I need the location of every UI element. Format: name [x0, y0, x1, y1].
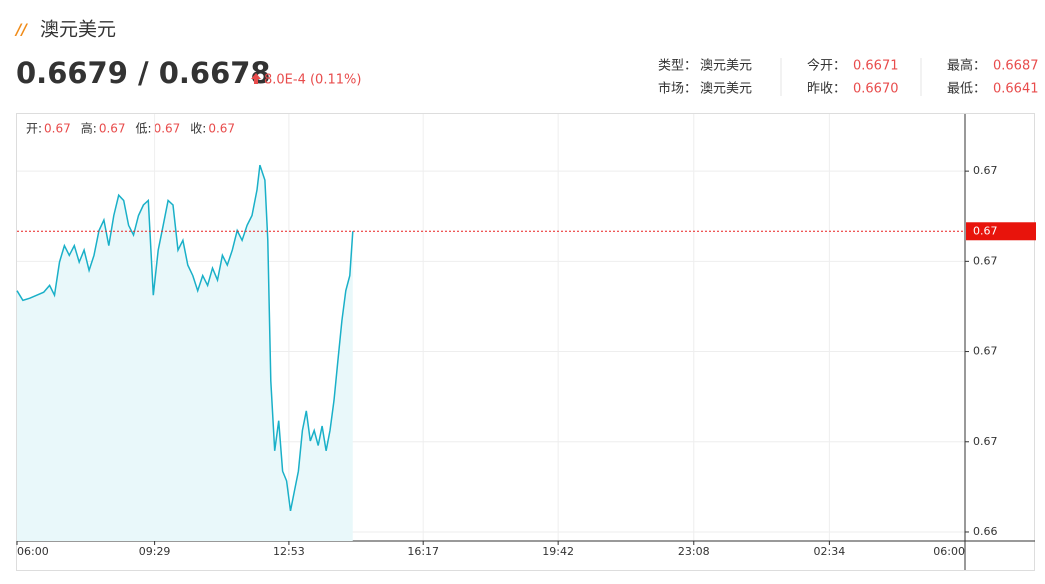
- x-tick-label: 06:00: [17, 545, 49, 558]
- info-value: 澳元美元: [700, 81, 752, 97]
- x-tick-label: 12:53: [273, 545, 305, 558]
- x-tick-label: 16:17: [407, 545, 439, 558]
- area-fill: [17, 165, 353, 541]
- y-tick-label: 0.67: [973, 254, 998, 267]
- y-tick-label: 0.66: [973, 525, 998, 538]
- ohlc-value: 0.67: [208, 122, 235, 136]
- price: 0.6679 / 0.6678: [16, 56, 271, 90]
- info-label: 最低：: [947, 82, 986, 97]
- y-tick-label: 0.67: [973, 164, 998, 177]
- current-price-box: [966, 222, 1036, 241]
- x-tick-label: 23:08: [678, 545, 710, 558]
- title: 澳元美元: [40, 19, 116, 41]
- ohlc-label: 收:: [190, 122, 206, 136]
- change: 8.0E-4 (0.11%): [264, 73, 361, 88]
- current-price-label: 0.67: [973, 224, 998, 237]
- x-tick-label: 02:34: [814, 545, 846, 558]
- ohlc-label: 高:: [81, 121, 97, 136]
- y-tick-label: 0.67: [973, 345, 998, 358]
- logo-icon: //: [14, 21, 28, 39]
- info-value: 0.6687: [993, 59, 1039, 74]
- info-value: 0.6670: [853, 82, 899, 97]
- ohlc-value: 0.67: [154, 122, 181, 136]
- price-line: [16, 164, 354, 512]
- y-tick-label: 0.67: [973, 435, 998, 448]
- info-label: 最高：: [947, 58, 986, 74]
- x-tick-label: 06:00: [933, 545, 965, 558]
- ohlc-label: 低:: [136, 122, 152, 136]
- x-tick-label: 19:42: [542, 545, 574, 558]
- x-tick-label: 09:29: [139, 545, 171, 558]
- info-label: 今开：: [807, 58, 846, 74]
- ohlc-value: 0.67: [99, 122, 126, 136]
- chart-frame: [16, 113, 1035, 571]
- info-value: 澳元美元: [700, 58, 752, 74]
- info-label: 市场：: [658, 81, 697, 97]
- ohlc-label: 开:: [26, 122, 42, 136]
- info-value: 0.6641: [993, 82, 1039, 97]
- info-value: 0.6671: [853, 59, 899, 74]
- info-label: 类型：: [658, 59, 697, 74]
- info-label: 昨收：: [807, 82, 846, 97]
- up-arrow: [251, 73, 261, 84]
- ohlc-value: 0.67: [44, 122, 71, 136]
